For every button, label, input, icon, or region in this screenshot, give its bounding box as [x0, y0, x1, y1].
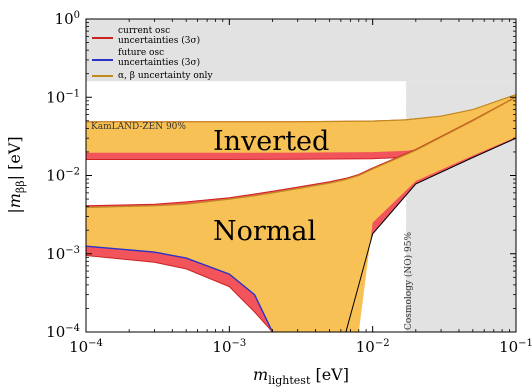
- legend-label: α, β uncertainty only: [118, 71, 213, 81]
- legend-label-line2: uncertainties (3σ): [118, 57, 200, 68]
- x-axis-label: mlightest [eV]: [253, 365, 349, 387]
- normal-left-future-edge: [86, 245, 274, 332]
- legend-label-line2: uncertainties (3σ): [118, 35, 200, 46]
- normal-upper-inner-edge: [86, 96, 516, 209]
- y-tick-label: 10−2: [46, 167, 80, 185]
- legend-label: current osc: [118, 26, 170, 36]
- y-tick-label: 10−4: [46, 323, 80, 341]
- legend-label: future osc: [118, 48, 164, 58]
- cosmology-label: Cosmology (NO) 95%: [403, 232, 414, 330]
- normal-left-lower-edge: [86, 255, 274, 332]
- x-tick-label: 10−2: [356, 338, 390, 356]
- inverted-inner-band: [86, 94, 516, 153]
- y-tick-label: 100: [55, 10, 80, 28]
- x-tick-label: 10−3: [212, 338, 246, 356]
- normal-inner-band: [86, 97, 516, 332]
- inverted-label: Inverted: [213, 126, 329, 157]
- x-tick-label: 10−1: [499, 338, 532, 356]
- kamland-label: KamLAND-ZEN 90%: [91, 122, 186, 132]
- normal-right-lower-edge: [345, 137, 516, 332]
- normal-upper-edge: [86, 96, 516, 207]
- y-tick-label: 10−3: [46, 245, 80, 263]
- y-axis-label: |mββ| [eV]: [5, 136, 27, 213]
- x-tick-label: 10−4: [69, 338, 103, 356]
- inverted-upper-edge: [86, 94, 516, 123]
- y-tick-label: 10−1: [46, 88, 80, 106]
- kamland-excluded-region: [86, 19, 516, 82]
- normal-label: Normal: [213, 216, 316, 247]
